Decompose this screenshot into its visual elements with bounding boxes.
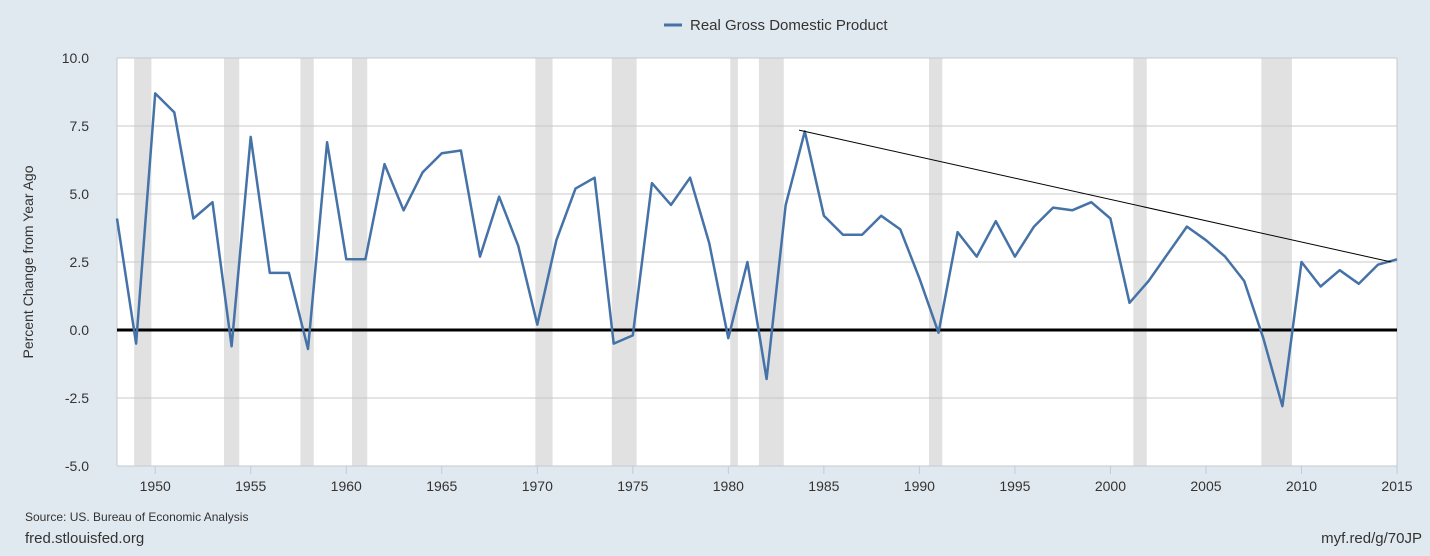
y-tick-label: 10.0 [62, 50, 89, 66]
y-tick-label: -5.0 [65, 458, 89, 474]
x-tick-label: 1960 [331, 478, 362, 494]
y-axis-title: Percent Change from Year Ago [20, 165, 36, 358]
source-note: Source: US. Bureau of Economic Analysis [25, 510, 249, 524]
gridlines-layer [116, 57, 1398, 467]
x-tick-label: 1990 [904, 478, 935, 494]
x-tick-label: 1965 [426, 478, 457, 494]
x-tick-label: 1980 [713, 478, 744, 494]
x-tick-label: 1955 [235, 478, 266, 494]
x-tick-label: 2010 [1286, 478, 1317, 494]
y-tick-label: 0.0 [70, 322, 90, 338]
x-tick-label: 1950 [140, 478, 171, 494]
x-tick-label: 2015 [1381, 478, 1412, 494]
x-tick-label: 2005 [1190, 478, 1221, 494]
x-tick-label: 2000 [1095, 478, 1126, 494]
axes-layer: 10.0 7.5 5.0 2.5 0.0 -2.5 -5.0 1950 1955 1960 1965… [62, 50, 1413, 494]
x-tick-label: 1985 [808, 478, 839, 494]
series-line [115, 92, 1398, 408]
x-tick-label: 1975 [617, 478, 648, 494]
y-tick-label: 5.0 [70, 186, 90, 202]
x-tick-label: 1995 [999, 478, 1030, 494]
short-link[interactable]: myf.red/g/70JP [1321, 530, 1422, 547]
y-tick-label: -2.5 [65, 390, 89, 406]
y-tick-label: 7.5 [70, 118, 90, 134]
trend-line [798, 129, 1392, 263]
y-tick-label: 2.5 [70, 254, 90, 270]
legend[interactable]: Real Gross Domestic Product [664, 17, 888, 34]
annotation-layer [798, 129, 1392, 263]
series-layer [115, 92, 1398, 408]
x-tick-label: 1970 [522, 478, 553, 494]
site-name[interactable]: fred.stlouisfed.org [25, 530, 145, 547]
legend-label[interactable]: Real Gross Domestic Product [690, 17, 888, 34]
